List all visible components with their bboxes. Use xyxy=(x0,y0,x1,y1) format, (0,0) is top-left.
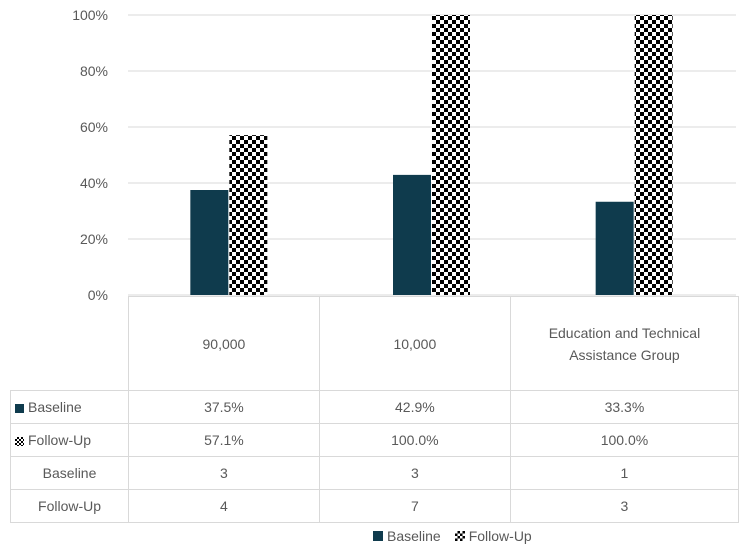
table-cell: 7 xyxy=(318,489,511,523)
bar-followup xyxy=(432,15,470,295)
data-table: 90,000 10,000 Education and Technical As… xyxy=(9,296,739,523)
legend-item-followup: Follow-Up xyxy=(454,528,532,544)
y-tick-label: 60% xyxy=(79,119,108,135)
bar-followup xyxy=(229,135,268,295)
category-label: 10,000 xyxy=(318,296,511,391)
legend-label: Baseline xyxy=(387,528,441,544)
baseline-key-swatch xyxy=(15,403,24,413)
table-cell: 3 xyxy=(318,456,511,490)
table-cell: 1 xyxy=(509,456,739,490)
legend: Baseline Follow-Up xyxy=(373,528,546,544)
bars xyxy=(190,15,673,295)
y-tick-label: 80% xyxy=(79,63,108,79)
legend-item-baseline: Baseline xyxy=(373,528,441,544)
bar-baseline xyxy=(393,174,431,295)
table-cell: 3 xyxy=(128,456,320,490)
category-header-row: 90,000 10,000 Education and Technical As… xyxy=(10,296,739,391)
bar-baseline xyxy=(595,201,634,295)
table-row: Baseline 37.5% 42.9% 33.3% xyxy=(9,390,739,424)
bar-baseline xyxy=(190,190,229,295)
category-label: 90,000 xyxy=(128,296,320,391)
row-header-label: Follow-Up xyxy=(28,432,92,448)
row-header: Baseline xyxy=(9,390,130,424)
table-cell: 33.3% xyxy=(509,390,739,424)
table-cell: 100.0% xyxy=(318,423,511,457)
table-row: Follow-Up 4 7 3 xyxy=(9,489,739,523)
table-cell: 3 xyxy=(509,489,739,523)
table-row: Baseline 3 3 1 xyxy=(9,456,739,490)
table-cell: 100.0% xyxy=(509,423,739,457)
table-corner xyxy=(10,296,130,391)
table-cell: 57.1% xyxy=(128,423,320,457)
row-header: Baseline xyxy=(9,456,130,490)
followup-key-swatch xyxy=(15,436,24,446)
row-header: Follow-Up xyxy=(9,489,130,523)
table-cell: 4 xyxy=(128,489,320,523)
table-cell: 37.5% xyxy=(128,390,320,424)
row-header-label: Baseline xyxy=(28,399,82,415)
legend-label: Follow-Up xyxy=(468,528,532,544)
table-row: Follow-Up 57.1% 100.0% 100.0% xyxy=(9,423,739,457)
bar-followup xyxy=(634,15,673,295)
y-tick-label: 20% xyxy=(79,231,108,247)
y-tick-label: 100% xyxy=(72,7,108,23)
category-label: Education and Technical Assistance Group xyxy=(509,296,739,391)
row-header: Follow-Up xyxy=(9,423,130,457)
followup-swatch xyxy=(454,531,465,541)
baseline-swatch xyxy=(373,531,383,541)
table-cell: 42.9% xyxy=(318,390,511,424)
y-tick-label: 40% xyxy=(79,175,108,191)
